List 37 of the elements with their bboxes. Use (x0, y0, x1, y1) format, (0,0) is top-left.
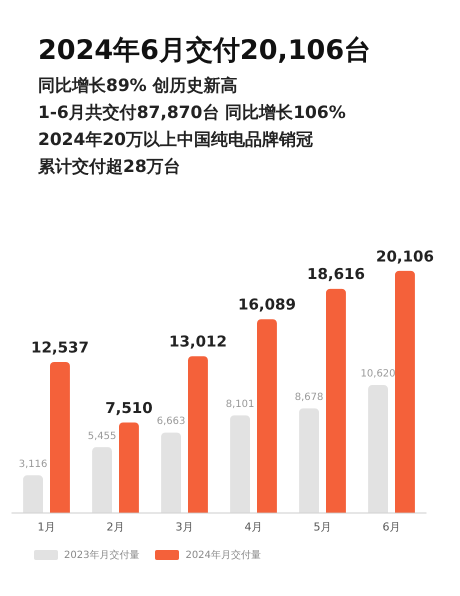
text: 累计交付超28万台 (38, 156, 182, 178)
bar (257, 319, 277, 513)
bar (230, 415, 250, 513)
data-label: 10,620 (360, 368, 396, 380)
x-tick-label: 6月 (382, 520, 400, 534)
data-label: 20,106 (376, 247, 434, 266)
bar (50, 362, 70, 513)
bar (368, 385, 388, 513)
legend-label: 2024年月交付量 (185, 548, 261, 562)
x-tick-label: 3月 (176, 520, 194, 534)
text: 1-6月共交付87,870台 同比增长106% (38, 102, 347, 124)
x-tick-label: 4月 (244, 520, 262, 534)
bar (119, 422, 139, 513)
data-label: 18,616 (307, 265, 365, 284)
bar (92, 447, 112, 513)
bar (395, 270, 415, 513)
data-label: 13,012 (169, 332, 227, 351)
data-label: 16,089 (238, 296, 296, 314)
data-label: 5,455 (88, 430, 116, 442)
x-tick-label: 1月 (38, 520, 56, 534)
legend-label: 2023年月交付量 (64, 548, 140, 562)
data-label: 12,537 (31, 338, 89, 356)
chart-title: 2024年6月交付20,106台 (38, 34, 372, 68)
data-label: 7,510 (105, 398, 153, 417)
chart-subtitle: 同比增长89% 创历史新高 (38, 75, 239, 97)
bar (23, 475, 43, 513)
data-label: 3,116 (18, 458, 48, 470)
bar (188, 356, 208, 513)
text: 2024年20万以上中国纯电品牌销冠 (38, 129, 314, 151)
data-label: 6,663 (156, 416, 186, 428)
data-label: 8,101 (226, 398, 254, 410)
data-label: 8,678 (294, 392, 324, 403)
bar (299, 408, 319, 513)
x-tick-label: 5月 (314, 520, 332, 534)
x-tick-label: 2月 (106, 520, 124, 534)
bar (326, 288, 346, 513)
bar (161, 432, 181, 513)
